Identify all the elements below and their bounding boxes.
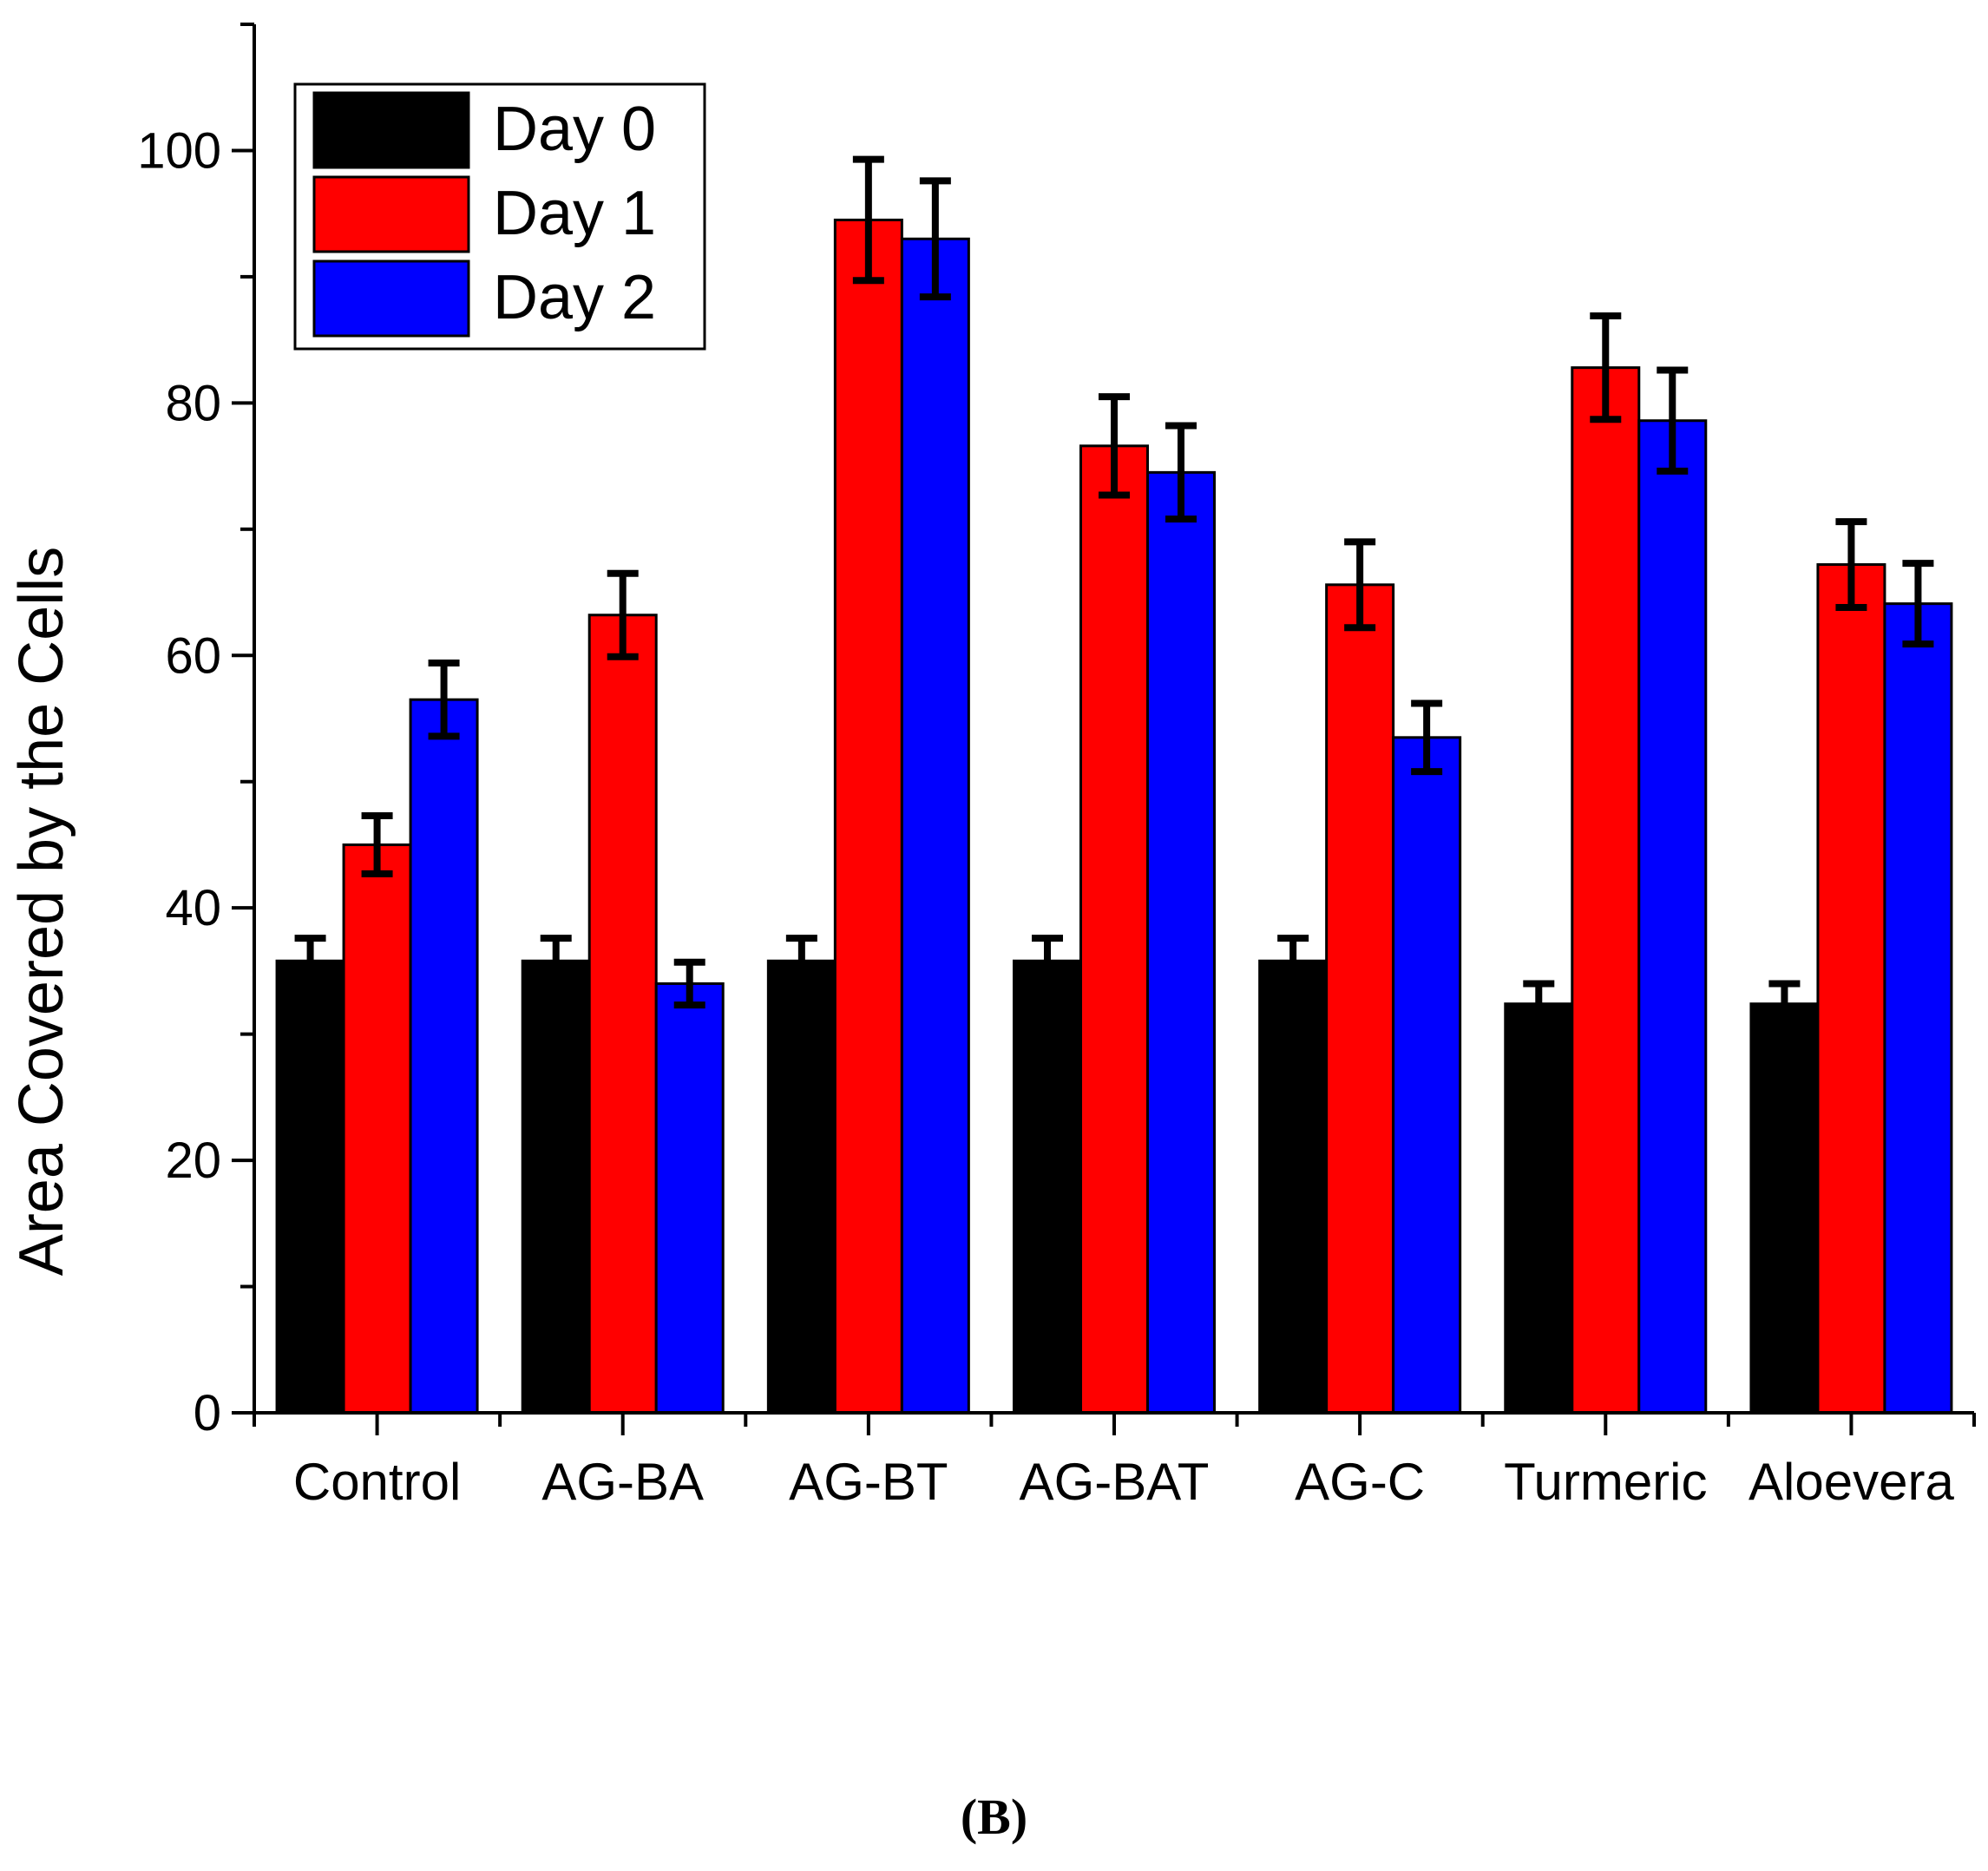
error-bar-day-1-aloevera [1835,518,1867,611]
bar-day-2-ag-c [1392,736,1462,1415]
error-bar-day-2-turmeric [1657,366,1689,475]
bar-day-1-control [342,843,412,1415]
bar-day-2-aloevera [1883,602,1953,1415]
bar-day-1-aloevera [1816,563,1886,1415]
error-bar-day-0-aloevera [1768,980,1801,1027]
y-tick-label: 80 [165,375,221,431]
x-tick-label: Aloevera [1749,1453,1954,1511]
y-tick-label: 40 [165,880,221,936]
error-bar-day-0-control [294,935,326,988]
error-bar-day-2-ag-bat [1165,422,1197,523]
y-axis-label: Area Covered by the Cells [7,547,76,1276]
bar-day-2-ag-bt [900,237,970,1415]
bar-day-1-ag-c [1325,583,1395,1415]
x-tick-label: AG-C [1295,1453,1425,1511]
y-tick-label: 100 [137,122,221,179]
bar-day-1-ag-bt [833,218,903,1415]
error-bar-day-2-aloevera [1902,560,1934,648]
legend-swatch [312,259,470,338]
bars-layer [275,155,1953,1415]
bar-day-0-control [275,959,345,1415]
bar-day-2-ag-bat [1146,470,1216,1415]
error-bar-day-1-ag-bat [1099,393,1130,499]
error-bar-day-1-ag-bt [852,155,884,285]
error-bar-day-1-ag-ba [607,569,639,660]
legend-swatch [312,91,470,169]
x-tick-label: Turmeric [1504,1453,1707,1511]
bar-day-0-turmeric [1504,1002,1574,1415]
bar-day-0-ag-ba [521,959,591,1415]
bar-day-0-ag-bat [1013,959,1082,1415]
bar-day-1-ag-ba [587,614,658,1415]
y-tick-label: 20 [165,1132,221,1189]
error-bar-day-2-control [428,660,460,740]
bar-day-0-ag-bt [766,959,837,1415]
error-bar-day-1-ag-c [1344,538,1376,632]
x-tick-label: AG-BT [789,1453,948,1511]
bar-day-1-ag-bat [1079,444,1149,1415]
bar-day-2-ag-ba [654,981,725,1415]
error-bar-day-0-ag-ba [540,935,572,988]
error-bar-day-0-ag-bt [785,935,817,988]
x-tick-label: AG-BAT [1020,1453,1210,1511]
error-bar-day-0-turmeric [1523,980,1555,1027]
error-bar-day-2-ag-ba [673,958,705,1009]
x-tick-label: AG-BA [541,1453,704,1511]
axes-layer: 0 20 40 60 80 100 Control AG-BA AG-BT AG-BAT AG-C T… [137,23,1976,1511]
legend: Day 0 Day 1 Day 2 [293,82,706,351]
legend-label: Day 1 [493,179,656,248]
y-tick-label: 60 [165,627,221,684]
error-bar-day-2-ag-c [1411,699,1443,776]
error-bar-day-1-control [361,812,393,877]
bar-day-2-control [409,698,479,1415]
bar-day-0-aloevera [1749,1002,1820,1415]
bar-day-0-ag-c [1258,959,1329,1415]
bar-day-1-turmeric [1571,366,1641,1415]
error-bar-day-1-turmeric [1590,312,1622,423]
error-bar-day-0-ag-c [1277,935,1309,988]
legend-label: Day 0 [493,95,656,164]
panel-label: (B) [960,1789,1028,1845]
legend-label: Day 2 [493,263,656,332]
error-bar-day-2-ag-bt [919,177,951,301]
error-bar-day-0-ag-bat [1032,935,1063,988]
legend-swatch [312,175,470,253]
y-tick-label: 0 [194,1385,221,1441]
x-tick-label: Control [293,1453,461,1511]
bar-day-2-turmeric [1637,419,1708,1415]
